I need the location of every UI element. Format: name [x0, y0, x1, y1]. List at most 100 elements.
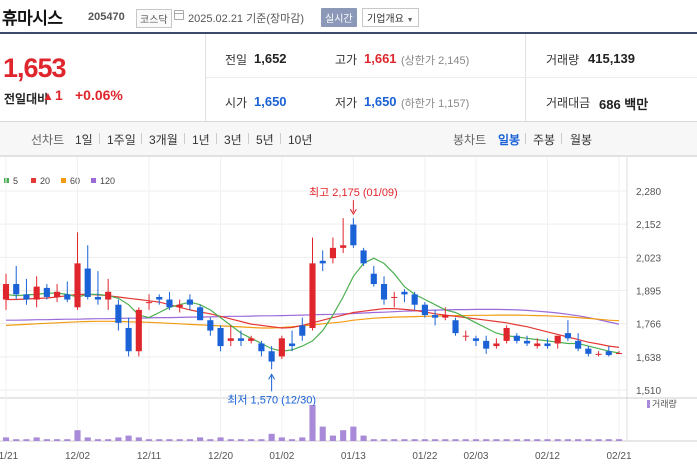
- volume-bar: [432, 439, 439, 441]
- tab-3y[interactable]: 3년: [224, 133, 242, 147]
- tab-separator: [216, 133, 217, 144]
- ma20-swatch: [31, 178, 36, 183]
- candle: [176, 299, 183, 313]
- volume-bar: [268, 433, 275, 441]
- prev-close-value: 1,652: [254, 51, 287, 66]
- tab-3m[interactable]: 3개월: [149, 133, 178, 147]
- column-divider: [205, 34, 206, 121]
- volume-bar: [289, 439, 296, 441]
- market-badge: 코스닥: [136, 9, 172, 28]
- low-annotation: 최저 1,570 (12/30): [227, 393, 316, 406]
- volume-bar: [340, 430, 347, 441]
- candle-body: [43, 287, 50, 297]
- candle: [135, 307, 142, 357]
- candle: [2, 273, 10, 310]
- volume-bar: [564, 439, 571, 441]
- candle-body: [585, 348, 592, 354]
- x-tick-label: 12/20: [208, 451, 233, 462]
- company-info-dropdown[interactable]: 기업개요 ▼: [362, 8, 419, 27]
- lower-limit: (하한가 1,157): [401, 98, 470, 110]
- volume-bar: [421, 439, 428, 441]
- candle-body: [2, 284, 10, 300]
- candle: [554, 335, 561, 349]
- tab-weekly-candle[interactable]: 주봉: [533, 133, 556, 147]
- y-tick-label: 1,510: [636, 386, 661, 397]
- candle-body: [166, 299, 173, 308]
- candle: [227, 325, 234, 347]
- volume-bar: [462, 439, 469, 441]
- volume-bar: [329, 435, 336, 441]
- tab-1w[interactable]: 1주일: [107, 133, 136, 147]
- candle-body: [94, 296, 102, 300]
- volume-bar: [278, 437, 285, 441]
- volume-bar: [442, 439, 449, 441]
- volume-bar: [227, 439, 234, 441]
- reference-date: 2025.02.21 기준(장마감): [188, 13, 305, 25]
- tab-1d[interactable]: 1일: [75, 133, 93, 147]
- volume-bar: [217, 437, 224, 441]
- stock-name: 휴마시스: [2, 9, 63, 28]
- candle: [615, 350, 623, 355]
- volume-bar: [615, 439, 623, 441]
- candle: [391, 291, 398, 308]
- volume-bar: [595, 439, 602, 441]
- change-value: 1: [55, 87, 63, 103]
- volume-bar: [299, 437, 306, 441]
- y-tick-label: 2,280: [636, 187, 661, 198]
- candle: [360, 247, 367, 266]
- candle-body: [258, 343, 265, 352]
- candle-body: [268, 351, 275, 362]
- ma120-swatch: [91, 178, 96, 183]
- volume-bar: [43, 439, 50, 441]
- candle-body: [23, 294, 30, 300]
- realtime-button[interactable]: 실시간: [321, 8, 357, 27]
- candle-body: [513, 335, 520, 341]
- candle-body: [605, 351, 612, 356]
- volume-bar: [176, 439, 183, 441]
- candle: [544, 338, 551, 349]
- candle: [13, 265, 20, 300]
- tab-10y[interactable]: 10년: [288, 133, 313, 147]
- volume-bar: [360, 435, 367, 441]
- volume-bar: [401, 439, 408, 441]
- tab-monthly-candle[interactable]: 월봉: [570, 133, 593, 147]
- price-chart[interactable]: 2,280 2,152 2,023 1,895 1,766 1,638 1,510 11/21…: [0, 157, 697, 469]
- candle: [585, 346, 592, 357]
- candle-body: [207, 320, 214, 331]
- volume-bar: [23, 439, 30, 441]
- candle-body: [248, 338, 255, 341]
- candle: [329, 237, 336, 264]
- volume-bar: [33, 437, 40, 441]
- candle: [411, 291, 418, 310]
- candle-body: [411, 294, 418, 305]
- volume-bar: [452, 439, 459, 441]
- candle: [503, 325, 510, 344]
- high-arrow-head: [349, 208, 357, 216]
- candle: [217, 325, 224, 352]
- chart-tab-bar: [0, 122, 697, 156]
- candle: [452, 317, 459, 336]
- candle: [74, 232, 81, 310]
- candle: [595, 351, 602, 357]
- candle: [268, 346, 275, 370]
- volume-bar: [207, 439, 214, 441]
- candle-body: [176, 304, 183, 308]
- change-label: 전일대비: [4, 92, 49, 106]
- candle: [564, 320, 571, 341]
- candle-body: [472, 338, 480, 341]
- tab-5y[interactable]: 5년: [256, 133, 274, 147]
- chevron-down-icon: ▼: [406, 17, 414, 24]
- volume-label: 거래량: [546, 53, 580, 67]
- candle-body: [217, 327, 224, 347]
- ma20-legend: 20: [40, 176, 51, 186]
- tab-daily-candle[interactable]: 일봉: [498, 133, 521, 147]
- candle-body: [340, 245, 347, 248]
- company-info-label: 기업개요: [367, 14, 404, 25]
- volume-bar: [605, 439, 612, 441]
- ma5-legend: 5: [13, 176, 19, 186]
- volume-bar: [523, 439, 531, 441]
- candle-body: [360, 250, 367, 264]
- tab-1y[interactable]: 1년: [192, 133, 210, 147]
- y-tick-label: 1,895: [636, 287, 661, 298]
- candle: [248, 335, 255, 344]
